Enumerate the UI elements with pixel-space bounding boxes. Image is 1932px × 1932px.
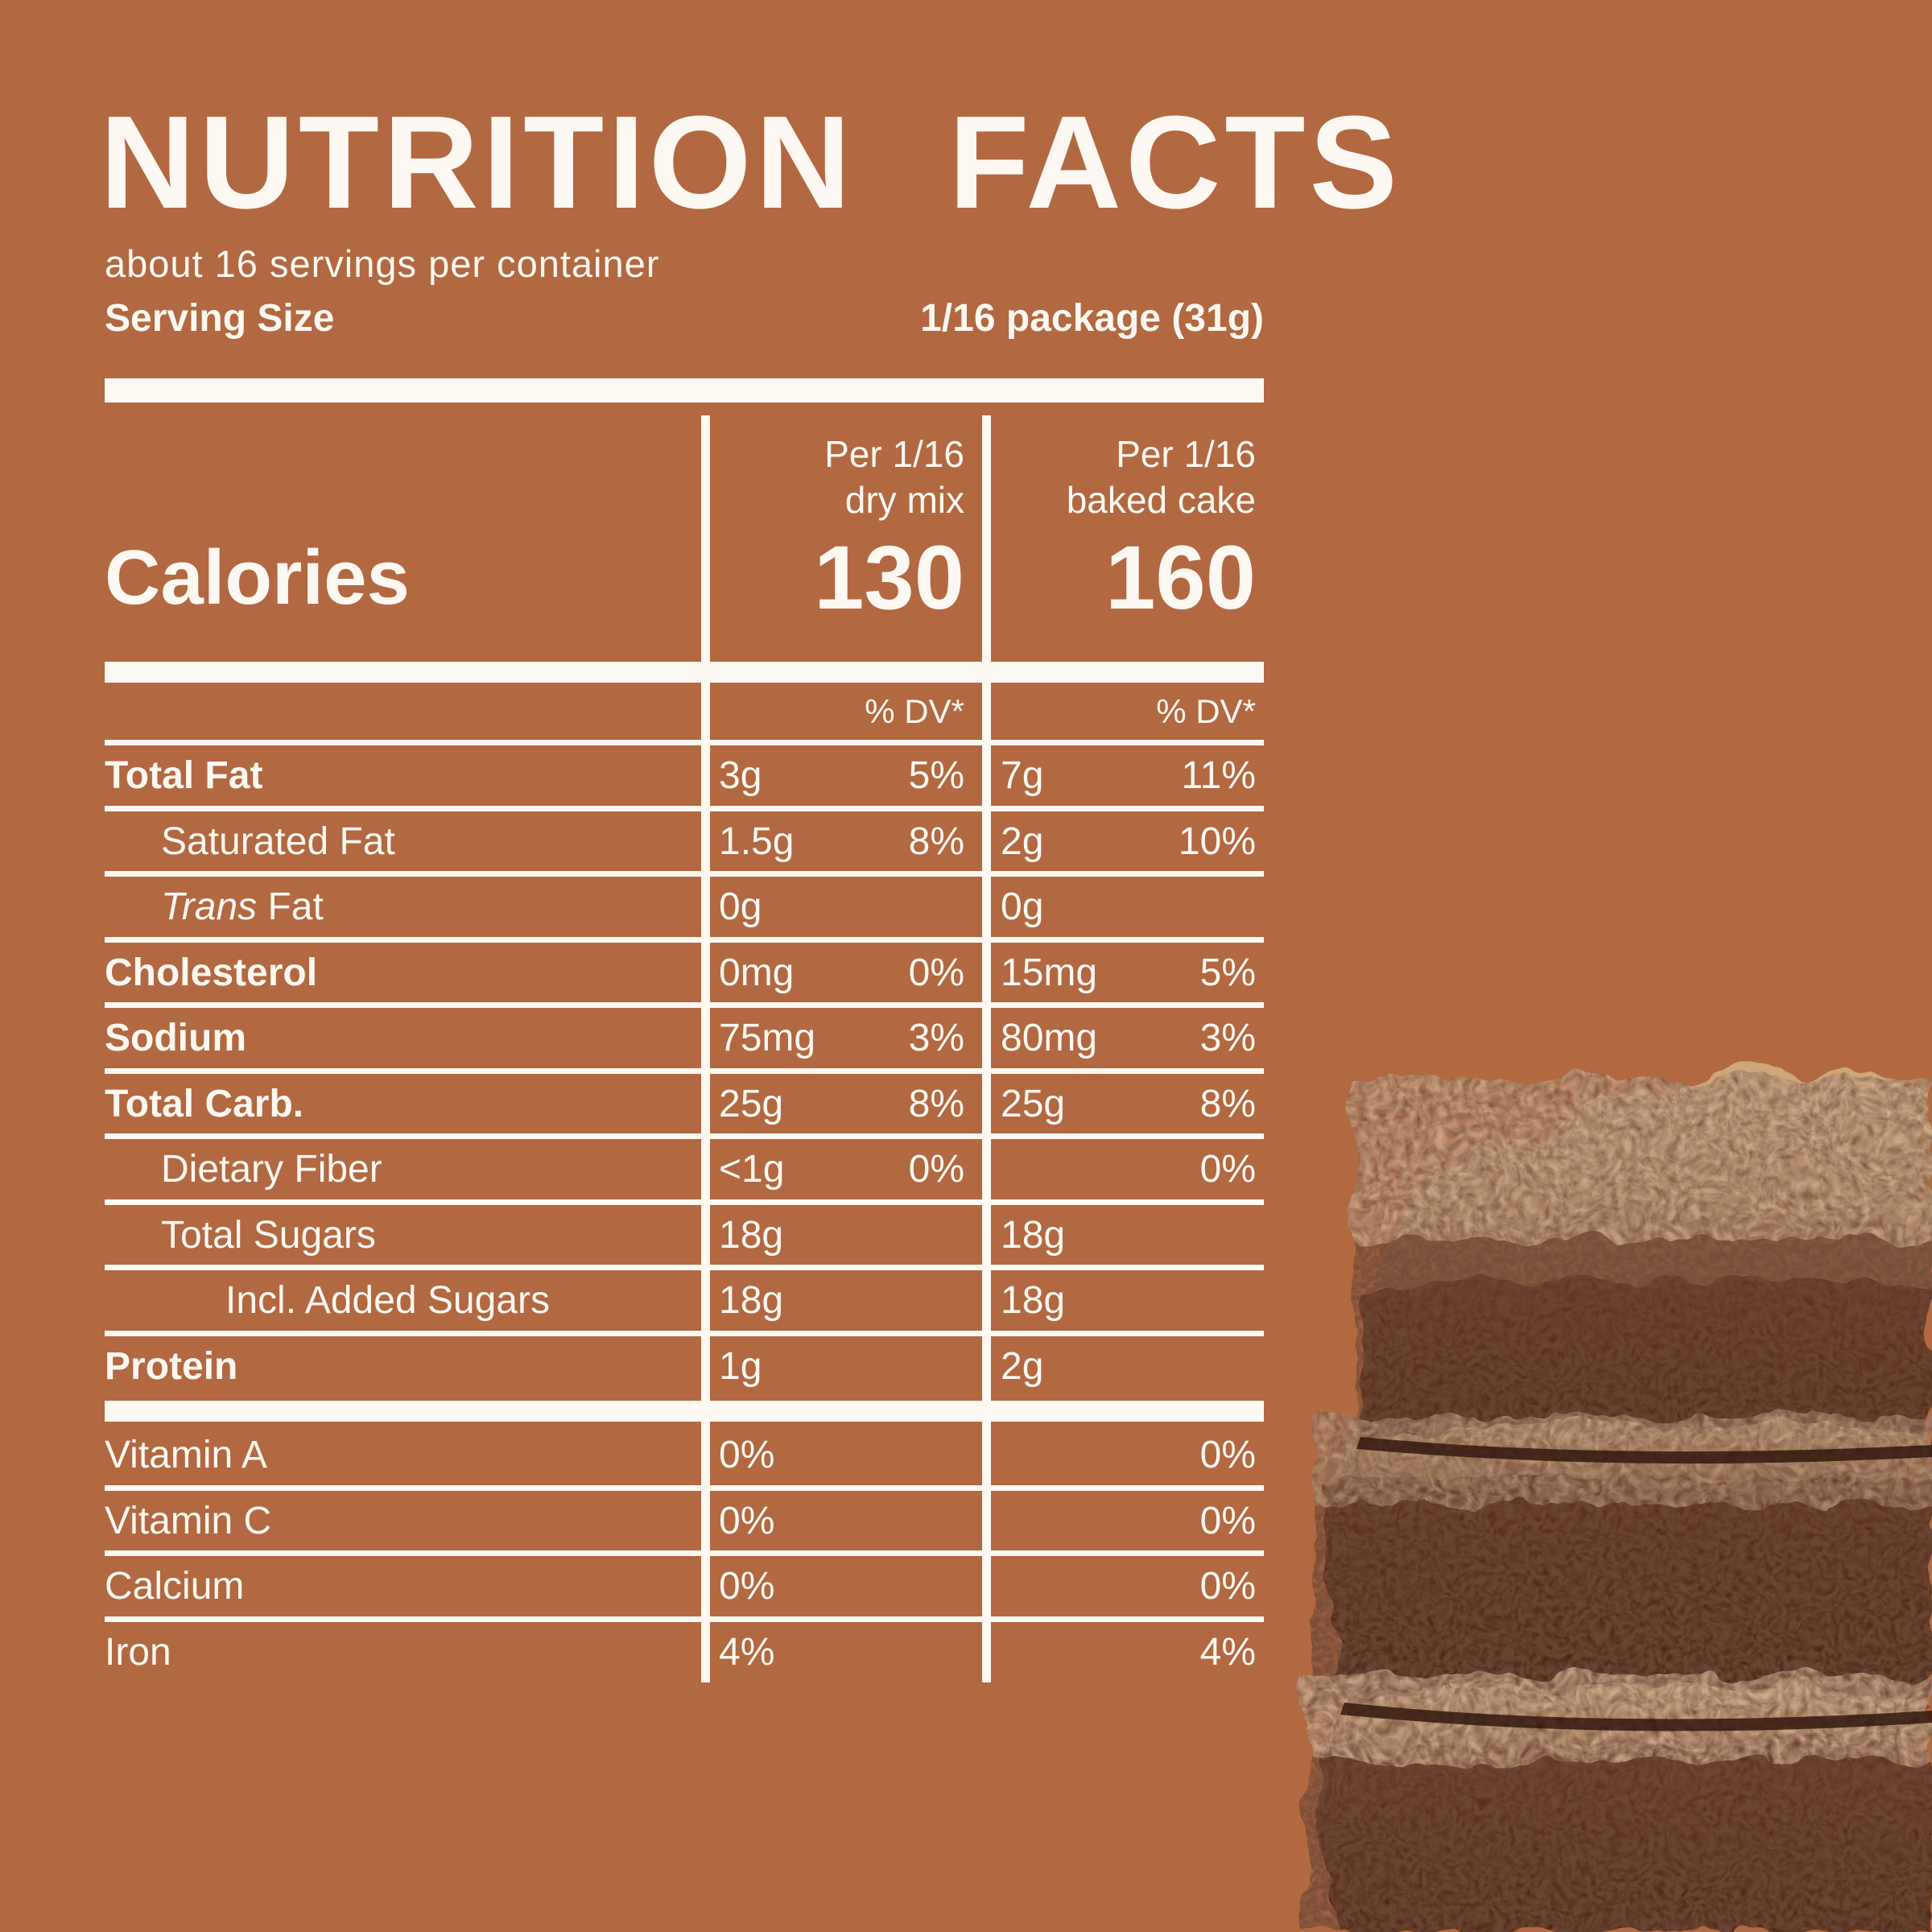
- baked-cake-amount: 18g: [1001, 1279, 1066, 1322]
- table-row: Dietary Fiber <1g 0% 0%: [105, 1139, 1264, 1205]
- dry-mix-dv: 0%: [908, 1148, 964, 1191]
- serving-size-row: Serving Size 1/16 package (31g): [105, 296, 1264, 345]
- table-row: Total Fat 3g 5% 7g 11%: [105, 745, 1264, 811]
- dry-mix-dv: 0%: [719, 1565, 775, 1608]
- dry-mix-amount: 1g: [719, 1344, 762, 1388]
- table-row: Total Sugars 18g 18g: [105, 1205, 1264, 1271]
- dv-header-underline: [105, 740, 1264, 745]
- serving-size-value: 1/16 package (31g): [920, 297, 1264, 340]
- dry-mix-dv: 4%: [719, 1630, 775, 1674]
- column-header-baked-cake: Per 1/16 baked cake: [998, 431, 1256, 523]
- dry-mix-amount: 25g: [719, 1082, 784, 1125]
- baked-cake-dv: 11%: [1181, 754, 1256, 797]
- servings-per-container: about 16 servings per container: [105, 242, 660, 285]
- column-divider-right: [982, 415, 991, 1682]
- baked-cake-dv: 10%: [1178, 819, 1256, 863]
- dry-mix-dv: 3%: [908, 1017, 964, 1059]
- vitamin-label: Iron: [105, 1630, 171, 1674]
- table-row: Protein 1g 2g: [105, 1336, 1264, 1402]
- column-divider-left: [701, 415, 710, 1682]
- dry-mix-amount: <1g: [719, 1148, 785, 1191]
- vitamin-row: Vitamin A 0% 0%: [105, 1425, 1264, 1491]
- baked-cake-amount: 18g: [1001, 1213, 1066, 1257]
- daily-value-header-row: % DV* % DV*: [105, 683, 1264, 740]
- vitamin-row: Calcium 0% 0%: [105, 1556, 1264, 1622]
- baked-cake-dv: 3%: [1199, 1017, 1256, 1059]
- baked-cake-dv: 5%: [1199, 951, 1256, 994]
- nutrient-label: Dietary Fiber: [161, 1148, 382, 1191]
- divider-bar-middle: [105, 662, 1264, 683]
- vitamin-label: Calcium: [105, 1565, 245, 1608]
- dry-mix-dv: 8%: [908, 1082, 964, 1125]
- divider-bar-top: [105, 378, 1264, 402]
- dry-mix-dv: 0%: [719, 1434, 775, 1476]
- baked-cake-dv: 0%: [1199, 1434, 1256, 1476]
- dry-mix-amount: 1.5g: [719, 819, 795, 863]
- dry-mix-dv: 8%: [908, 819, 964, 863]
- vitamin-label: Vitamin A: [105, 1434, 267, 1476]
- baked-cake-amount: 80mg: [1001, 1017, 1098, 1059]
- dry-mix-amount: 75mg: [719, 1017, 816, 1059]
- page-title: NUTRITION FACTS: [100, 89, 1402, 236]
- dry-mix-dv: 0%: [908, 951, 964, 994]
- table-row: Sodium 75mg 3% 80mg 3%: [105, 1008, 1264, 1074]
- serving-size-label: Serving Size: [105, 297, 335, 340]
- baked-cake-dv: 0%: [1199, 1565, 1256, 1608]
- baked-cake-amount: 15mg: [1001, 951, 1098, 994]
- dry-mix-amount: 18g: [719, 1279, 784, 1322]
- nutrient-label: Total Sugars: [161, 1213, 376, 1257]
- baked-cake-dv: 0%: [1199, 1148, 1256, 1191]
- nutrient-label: Trans Fat: [161, 886, 324, 928]
- baked-cake-amount: 0g: [1001, 886, 1044, 928]
- column-header-dry-mix-line2: dry mix: [844, 479, 964, 521]
- calories-label: Calories: [105, 535, 410, 621]
- table-row: Incl. Added Sugars 18g 18g: [105, 1270, 1264, 1336]
- nutrient-label: Incl. Added Sugars: [225, 1279, 550, 1322]
- calories-row: Calories 130 160: [105, 497, 1264, 658]
- table-row: Total Carb. 25g 8% 25g 8%: [105, 1074, 1264, 1140]
- column-header-dry-mix: Per 1/16 dry mix: [708, 431, 964, 523]
- vitamin-row: Iron 4% 4%: [105, 1622, 1264, 1688]
- baked-cake-dv: 4%: [1199, 1630, 1256, 1674]
- vitamin-label: Vitamin C: [105, 1499, 272, 1542]
- baked-cake-amount: 2g: [1001, 819, 1044, 863]
- nutrient-label: Protein: [105, 1344, 238, 1388]
- baked-cake-amount: 7g: [1001, 754, 1044, 797]
- baked-cake-amount: 25g: [1001, 1082, 1066, 1125]
- nutrient-label: Sodium: [105, 1017, 246, 1059]
- dry-mix-amount: 3g: [719, 754, 762, 797]
- baked-cake-dv: 8%: [1199, 1082, 1256, 1125]
- table-row: Trans Fat 0g 0g: [105, 877, 1264, 943]
- nutrient-label: Saturated Fat: [161, 819, 395, 863]
- vitamin-rows: Vitamin A 0% 0% Vitamin C 0% 0% Calcium 0% 0% Iro…: [105, 1425, 1264, 1687]
- dry-mix-dv: 5%: [908, 754, 964, 797]
- dry-mix-amount: 18g: [719, 1213, 784, 1257]
- column-header-baked-cake-line1: Per 1/16: [1116, 433, 1256, 475]
- baked-cake-amount: 2g: [1001, 1344, 1044, 1388]
- column-header-dry-mix-line1: Per 1/16: [824, 433, 964, 475]
- table-row: Cholesterol 0mg 0% 15mg 5%: [105, 943, 1264, 1009]
- nutrient-label: Total Fat: [105, 754, 263, 797]
- nutrient-label: Cholesterol: [105, 951, 318, 994]
- brownie-stack-photo: [1304, 1069, 1932, 1932]
- calories-baked-cake-value: 160: [1105, 527, 1256, 628]
- vitamin-row: Vitamin C 0% 0%: [105, 1491, 1264, 1557]
- dry-mix-amount: 0mg: [719, 951, 795, 994]
- baked-cake-dv: 0%: [1199, 1499, 1256, 1542]
- column-header-baked-cake-line2: baked cake: [1066, 479, 1256, 521]
- dry-mix-amount: 0g: [719, 886, 762, 928]
- divider-bar-vitamins: [105, 1401, 1264, 1422]
- calories-dry-mix-value: 130: [814, 527, 964, 628]
- nutrient-rows: Total Fat 3g 5% 7g 11% Saturated Fat 1.5g 8% 2g 1…: [105, 745, 1264, 1402]
- dry-mix-dv: 0%: [719, 1499, 775, 1542]
- dv-header-dry-mix: % DV*: [865, 692, 964, 730]
- table-row: Saturated Fat 1.5g 8% 2g 10%: [105, 811, 1264, 877]
- dv-header-baked-cake: % DV*: [1156, 692, 1256, 730]
- nutrient-label: Total Carb.: [105, 1082, 304, 1125]
